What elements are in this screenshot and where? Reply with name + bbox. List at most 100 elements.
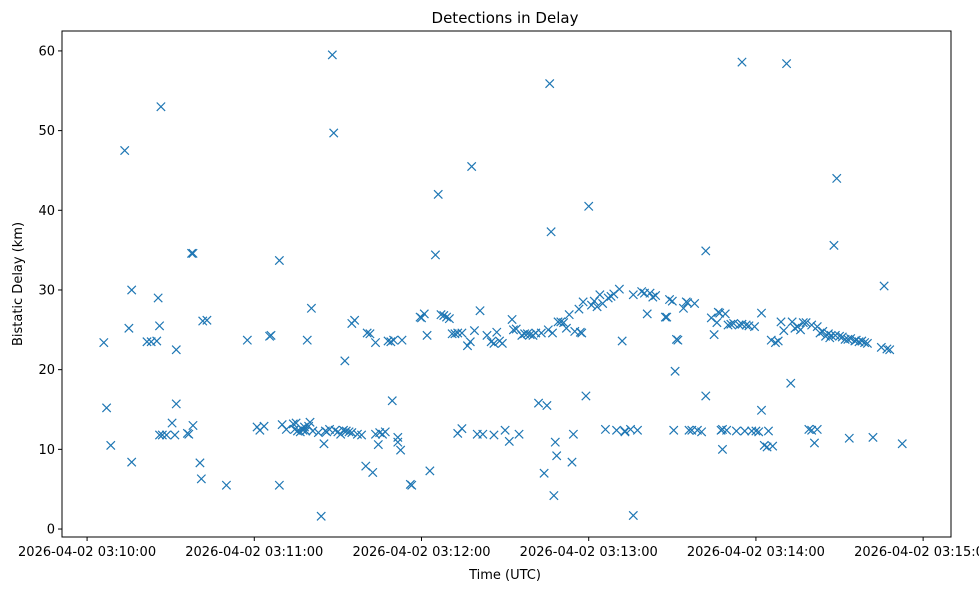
data-point [288,419,298,429]
data-point [202,315,212,325]
y-axis-label: Bistatic Delay (km) [11,222,26,346]
data-point [726,319,736,329]
data-point [830,330,840,341]
data-point [373,439,383,450]
data-point [171,345,181,355]
data-point [127,285,137,295]
data-point [298,425,308,435]
data-point [514,429,524,439]
data-point [741,320,751,330]
data-point [812,424,822,435]
data-point [684,425,694,435]
data-point [341,426,351,436]
data-point [101,403,112,413]
data-point [749,322,760,332]
data-point [329,128,339,138]
data-point [759,440,769,450]
data-point [547,328,558,338]
data-point [465,337,475,347]
data-point [595,290,605,300]
data-point [242,335,252,345]
data-point [706,313,716,323]
data-point [851,335,861,345]
x-tick-label: 2026-04-02 03:13:00 [520,545,658,560]
data-point [469,325,480,336]
data-point [467,161,477,172]
data-point [486,337,496,347]
y-tick-label: 40 [38,204,55,219]
data-point [274,480,284,490]
data-point [574,304,584,314]
data-point [533,398,544,408]
data-point [552,451,562,461]
data-point [430,250,441,260]
data-point [578,297,588,307]
data-point [457,424,467,434]
data-point [843,334,853,345]
data-point [387,396,397,406]
data-point [439,310,449,321]
data-point [577,328,587,338]
data-point [349,315,360,325]
data-point [415,312,425,322]
data-point [559,318,569,328]
data-point [581,391,591,401]
data-point [184,429,194,439]
data-point [740,426,750,436]
data-point [154,321,165,331]
data-point [617,336,627,346]
data-point [536,328,546,338]
data-point [221,480,232,490]
data-point [673,335,683,345]
data-point [620,426,630,436]
data-point [539,468,549,478]
data-point [444,314,454,324]
data-point [807,320,817,330]
data-point [370,337,381,348]
data-point [882,344,892,354]
data-point [639,288,650,298]
data-point [829,240,839,250]
data-point [642,309,652,319]
data-point [99,337,109,348]
data-point [106,440,116,450]
y-tick-label: 10 [38,443,55,458]
data-point [670,366,680,376]
data-point [603,293,613,303]
data-point [804,424,814,435]
data-point [809,438,820,448]
data-point [846,333,856,344]
data-point [302,335,312,345]
data-point [152,336,162,346]
chart-title: Detections in Delay [432,9,579,27]
data-point [648,292,658,302]
data-point [793,322,803,332]
data-point [124,323,134,333]
data-point [763,426,774,436]
data-point [120,145,130,156]
y-tick-label: 20 [38,363,55,378]
data-point [781,59,792,69]
x-tick-label: 2026-04-02 03:11:00 [185,545,323,560]
data-point [722,425,732,435]
data-point [316,511,326,521]
data-point [667,296,677,306]
data-point [614,284,624,294]
data-point [568,429,579,439]
data-point [167,418,177,428]
data-point [380,427,390,437]
data-point [868,432,878,443]
data-point [422,330,432,341]
data-point [313,427,324,438]
data-point [161,430,172,440]
data-point [549,490,559,501]
data-point [489,430,499,440]
data-point [482,330,492,341]
data-point [770,337,781,348]
data-point [154,430,165,440]
data-point [837,332,847,342]
data-point [776,317,786,327]
data-point [801,318,811,328]
plot-markers [99,50,907,521]
data-point [336,429,346,439]
